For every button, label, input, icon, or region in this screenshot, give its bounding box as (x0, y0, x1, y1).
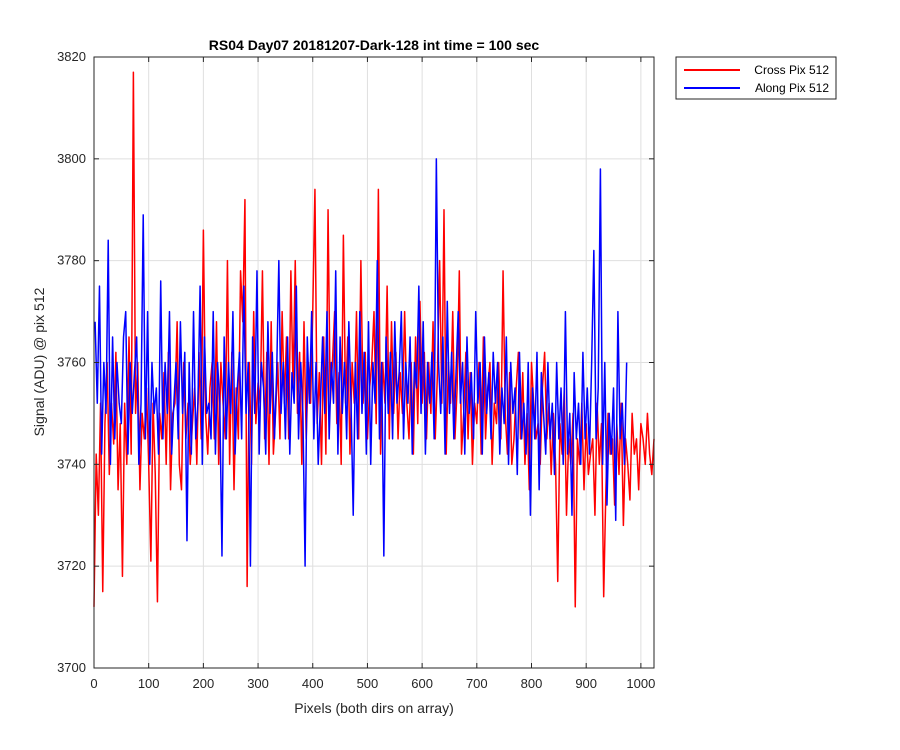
x-tick-label: 400 (302, 676, 324, 691)
x-tick-label: 300 (247, 676, 269, 691)
legend-box (675, 56, 837, 100)
x-axis-label: Pixels (both dirs on array) (294, 700, 454, 716)
x-tick-label: 200 (193, 676, 215, 691)
legend-label-cross: Cross Pix 512 (754, 63, 829, 77)
x-tick-label: 700 (466, 676, 488, 691)
y-tick-label: 3800 (57, 151, 86, 166)
series-layer (93, 71, 655, 608)
y-tick-label: 3720 (57, 558, 86, 573)
ticks: 0 100 200 300 400 500 600 700 800 900 1000 3700 3720… (57, 49, 655, 691)
series-line-along-pix (94, 158, 628, 567)
x-tick-label: 600 (411, 676, 433, 691)
legend-label-along: Along Pix 512 (755, 81, 829, 95)
y-tick-label: 3700 (57, 660, 86, 675)
chart-title: RS04 Day07 20181207-Dark-128 int time = … (209, 37, 540, 53)
x-tick-label: 1000 (626, 676, 655, 691)
y-axis-label: Signal (ADU) @ pix 512 (31, 287, 47, 436)
x-tick-label: 0 (90, 676, 97, 691)
y-tick-label: 3820 (57, 49, 86, 64)
x-tick-label: 800 (521, 676, 543, 691)
x-tick-label: 100 (138, 676, 160, 691)
y-tick-label: 3760 (57, 355, 86, 370)
x-tick-label: 900 (575, 676, 597, 691)
y-tick-label: 3780 (57, 253, 86, 268)
x-tick-label: 500 (357, 676, 379, 691)
series-line-cross-pix (93, 71, 655, 608)
legend: Cross Pix 512 Along Pix 512 (675, 56, 837, 100)
y-tick-label: 3740 (57, 456, 86, 471)
